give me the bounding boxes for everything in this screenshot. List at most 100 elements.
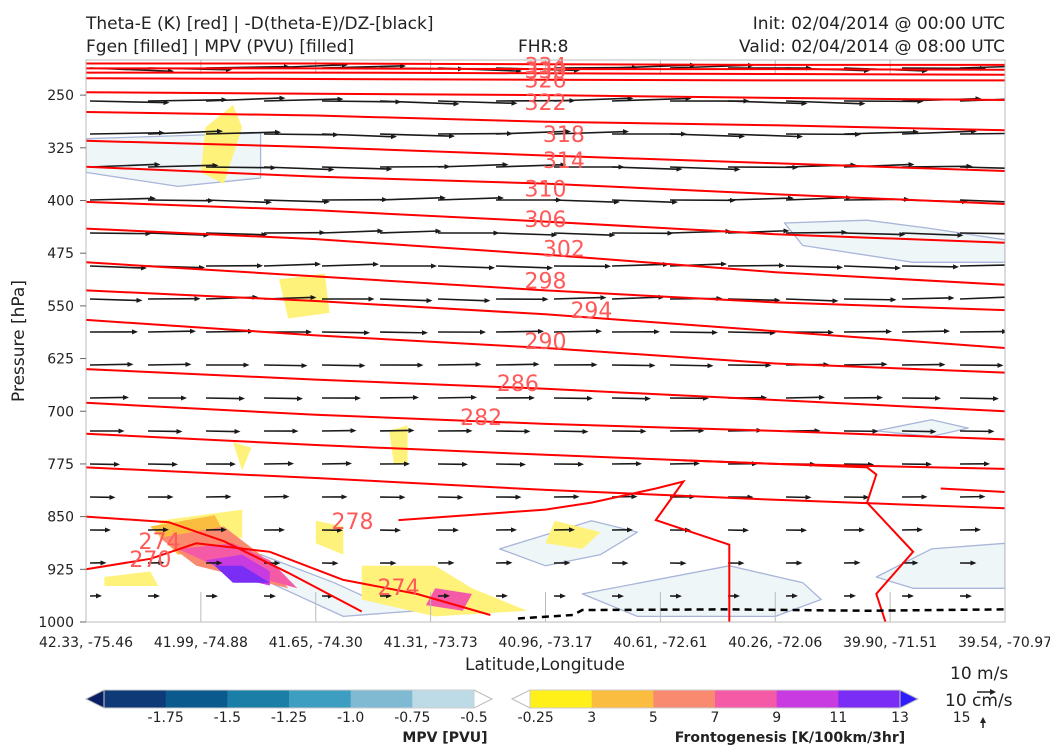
theta-e-contour-label: 274: [139, 530, 181, 555]
theta-e-contour: [86, 111, 1005, 132]
wind-arrow: [959, 264, 1005, 267]
y-tick-label: 925: [47, 562, 74, 578]
colorbar-swatch: [412, 690, 475, 708]
colorbar-tick-label: -0.5: [460, 710, 487, 726]
theta-e-contour: [683, 459, 915, 622]
theta-e-contour-label: 298: [525, 270, 567, 295]
wind-arrowhead: [172, 461, 178, 467]
wind-arrowhead: [462, 461, 468, 467]
colorbar-swatch: [715, 690, 778, 708]
theta-e-contour-label: 334: [525, 55, 567, 80]
wind-arrowhead: [217, 128, 223, 134]
wind-arrowhead: [413, 394, 419, 400]
wind-arrow: [727, 264, 780, 267]
wind-arrowhead: [975, 527, 981, 533]
wind-arrow: [959, 397, 994, 400]
wind-arrowhead: [355, 395, 361, 401]
wind-arrowhead: [377, 228, 384, 234]
y-tick-label: 625: [47, 352, 74, 368]
theta-e-contour-label: 306: [525, 208, 567, 233]
fgen-colorbar: 3 5 7 9 11 13 15: [510, 689, 971, 726]
wind-arrowhead: [850, 593, 856, 599]
wind-arrowhead: [310, 294, 317, 300]
wind-arrowhead: [1034, 96, 1040, 101]
wind-arrowhead: [448, 560, 455, 566]
wind-arrowhead: [854, 560, 861, 566]
colorbar-swatch: [776, 690, 839, 708]
wind-arrowhead: [609, 232, 616, 238]
x-tick-label: 41.31, -73.73: [384, 635, 478, 651]
wind-arrowhead: [1002, 329, 1005, 335]
wind-arrowhead: [721, 261, 727, 267]
wind-arrowhead: [988, 428, 995, 434]
wind-arrow: [89, 132, 160, 135]
wind-arrow: [959, 296, 1005, 300]
wind-arrowhead: [279, 95, 286, 101]
chart-title-line2: Fgen [filled] | MPV (PVU) [filled]: [86, 37, 355, 57]
wind-arrowhead: [216, 560, 223, 566]
theta-e-contour: [86, 139, 1005, 172]
wind-arrowhead: [578, 461, 584, 467]
wind-arrow: [263, 397, 298, 400]
wind-arrowhead: [386, 593, 392, 599]
wind-arrow: [379, 396, 414, 399]
wind-arrow: [669, 64, 749, 69]
wind-arrowhead: [957, 232, 964, 238]
colorbar-swatch: [838, 690, 901, 708]
wind-arrow: [379, 230, 436, 234]
wind-arrow: [89, 396, 124, 399]
wind-arrowhead: [796, 560, 803, 566]
y-tick-label: 850: [47, 510, 74, 526]
x-tick-label: 42.33, -75.46: [39, 635, 133, 651]
theta-e-contour: [86, 289, 1005, 349]
colorbar-tick-label: 13: [891, 710, 909, 726]
wind-arrow: [437, 197, 499, 201]
wind-arrowhead: [538, 328, 544, 334]
wind-arrow: [437, 363, 476, 366]
wind-arrowhead: [939, 362, 946, 368]
x-tick-label: 41.65, -74.30: [269, 635, 363, 651]
wind-arrowhead: [560, 162, 567, 168]
wind-arrow: [611, 263, 664, 267]
theta-e-contour: [86, 318, 1005, 374]
wind-arrowhead: [837, 264, 843, 270]
wind-arrow: [553, 296, 601, 300]
chart-title-line1: Theta-E (K) [red] | -D(theta-E)/DZ-[blac…: [86, 14, 434, 34]
wind-arrowhead: [542, 296, 549, 302]
x-axis-label: Latitude,Longitude: [465, 655, 625, 675]
colorbar-swatch: [530, 690, 593, 708]
wind-arrow: [263, 166, 329, 171]
theta-e-contour: [86, 432, 1005, 470]
theta-e-contour-label: 302: [543, 237, 585, 262]
wind-arrowhead: [109, 494, 116, 500]
shaded-region: [104, 571, 160, 589]
wind-arrow: [321, 331, 365, 334]
wind-arrowhead: [533, 361, 540, 367]
wind-arrowhead: [502, 593, 508, 599]
shaded-region: [783, 219, 1005, 263]
wind-arrow: [553, 232, 610, 236]
wind-arrowhead: [944, 328, 950, 334]
wind-arrow: [147, 232, 204, 236]
wind-arrowhead: [484, 298, 491, 304]
wind-arrowhead: [221, 527, 227, 533]
wind-arrowhead: [600, 295, 607, 301]
wind-arrow: [379, 331, 423, 334]
wind-arrowhead: [582, 429, 589, 435]
wind-arrow: [611, 397, 646, 400]
wind-arrowhead: [266, 199, 272, 205]
wind-arrow: [437, 265, 490, 269]
wind-arrowhead: [738, 560, 745, 566]
wind-arrow: [89, 232, 146, 235]
wind-arrowhead: [631, 494, 638, 500]
shaded-region: [389, 425, 408, 465]
theta-e-contour-label: 314: [543, 149, 585, 174]
wind-arrow: [785, 265, 838, 269]
wind-arrowhead: [953, 264, 959, 270]
wind-arrowhead: [524, 428, 531, 434]
wind-arrowhead: [921, 494, 928, 500]
y-tick-label: 550: [47, 299, 74, 315]
wind-arrowhead: [917, 527, 923, 533]
wind-arrow: [495, 330, 539, 333]
wind-arrow: [553, 430, 583, 433]
